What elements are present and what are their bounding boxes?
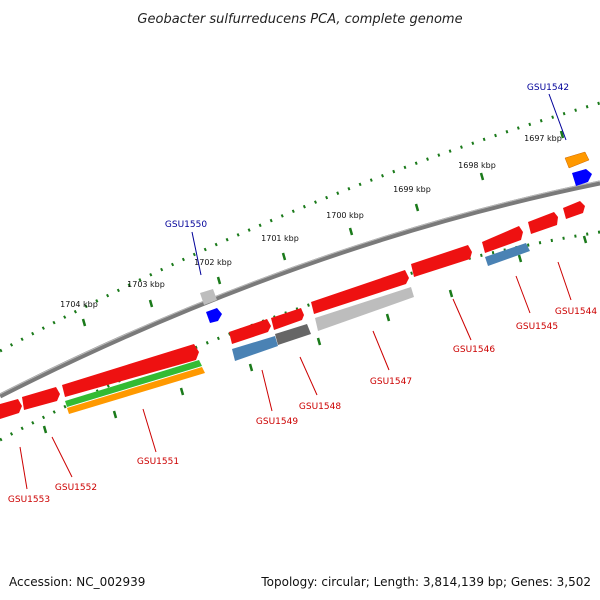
gene-GSU1551-orange-feature[interactable] (67, 367, 205, 414)
gene-GSU1551-top-feature[interactable] (62, 344, 199, 397)
gene-GSU1546-feature[interactable] (411, 245, 472, 277)
gene-features (0, 151, 592, 419)
gene-feature-red-a[interactable] (482, 226, 523, 253)
gene-GSU1549-top-feature[interactable] (229, 319, 271, 344)
gene-GSU1545-top-feature[interactable] (528, 212, 558, 234)
genome-backbone-highlight (0, 180, 600, 395)
scale-label: 1698 kbp (458, 161, 496, 170)
genome-summary-text: Topology: circular; Length: 3,814,139 bp… (260, 575, 591, 589)
accession-text: Accession: NC_002939 (9, 575, 145, 589)
gene-feature-blue[interactable] (572, 169, 592, 186)
gene-label[interactable]: GSU1544 (555, 307, 597, 317)
gene-GSU1552-feature[interactable] (22, 387, 60, 410)
gene-feature-blue-b[interactable] (206, 308, 222, 323)
scale-labels: 1697 kbp 1698 kbp 1699 kbp 1700 kbp 1701… (60, 134, 562, 309)
scale-label: 1701 kbp (261, 234, 299, 243)
gene-GSU1548-top-feature[interactable] (271, 308, 304, 330)
gene-label[interactable]: GSU1548 (299, 402, 341, 412)
gene-label[interactable]: GSU1549 (256, 417, 298, 427)
scale-label: 1697 kbp (524, 134, 562, 143)
gene-label[interactable]: GSU1552 (55, 483, 97, 493)
gene-label[interactable]: GSU1545 (516, 322, 558, 332)
scale-label: 1699 kbp (393, 185, 431, 194)
scale-label: 1700 kbp (326, 211, 364, 220)
gene-GSU1547-lower-feature[interactable] (315, 287, 414, 331)
label-leaders (19, 93, 572, 490)
gene-labels: GSU1542 GSU1550 GSU1544 GSU1545 GSU1546 … (8, 83, 597, 505)
gene-label[interactable]: GSU1546 (453, 345, 495, 355)
scale-inner-ticks (42, 235, 588, 434)
gene-GSU1553-feature[interactable] (0, 399, 22, 419)
scale-label: 1704 kbp (60, 300, 98, 309)
gene-label[interactable]: GSU1553 (8, 495, 50, 505)
gene-GSU1549-feature[interactable] (232, 336, 278, 361)
gene-GSU1550-feature[interactable] (200, 289, 217, 305)
gene-GSU1545-feature[interactable] (485, 243, 530, 266)
gene-GSU1548-feature[interactable] (275, 324, 311, 345)
genome-title: Geobacter sulfurreducens PCA, complete g… (137, 12, 462, 27)
gene-GSU1551-green-feature[interactable] (65, 360, 202, 407)
genome-backbone (0, 180, 600, 399)
gene-feature-orange[interactable] (564, 151, 590, 169)
scale-label: 1703 kbp (127, 280, 165, 289)
gene-GSU1544-feature[interactable] (563, 201, 585, 219)
scale-major-ticks (81, 130, 565, 327)
gene-GSU1547-feature[interactable] (311, 270, 409, 314)
gene-label[interactable]: GSU1551 (137, 457, 179, 467)
gene-label[interactable]: GSU1542 (527, 83, 569, 93)
gene-label[interactable]: GSU1550 (165, 220, 207, 230)
scale-label: 1702 kbp (194, 258, 232, 267)
gene-label[interactable]: GSU1547 (370, 377, 412, 387)
